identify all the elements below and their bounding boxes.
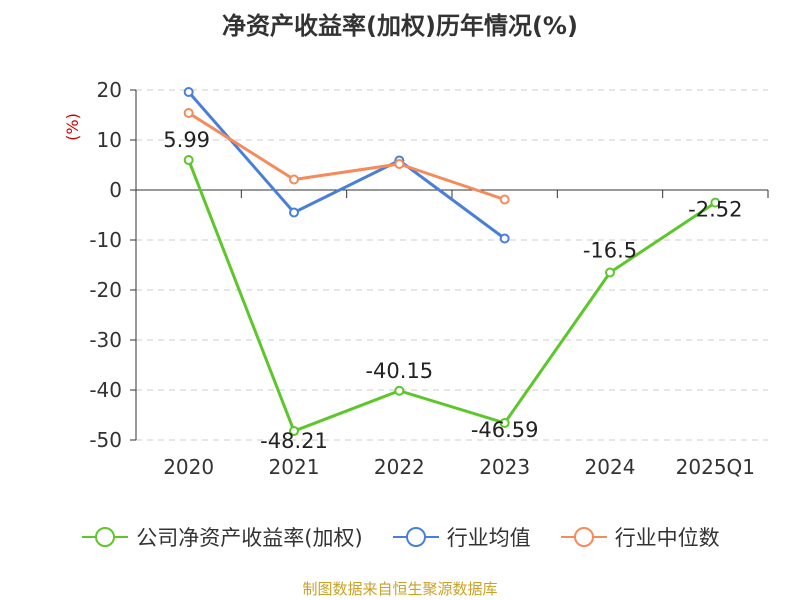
legend-line-marker-icon: [392, 527, 439, 547]
legend-label: 公司净资产收益率(加权): [136, 526, 363, 550]
legend-line-marker-icon: [82, 527, 129, 547]
data-point: [394, 159, 405, 169]
legend-item-industry-mean[interactable]: 行业均值: [391, 522, 531, 552]
data-label: -16.5: [583, 239, 637, 263]
data-source-note: 制图数据来自恒生聚源数据库: [302, 580, 498, 598]
legend-label: 行业中位数: [614, 526, 720, 550]
y-tick-label: -30: [89, 328, 122, 352]
series-line: [187, 91, 506, 240]
data-point: [499, 417, 510, 428]
x-tick-label: 2024: [585, 455, 636, 479]
legend-line-marker-icon: [560, 527, 607, 547]
data-point: [499, 233, 510, 244]
y-tick-label: 10: [97, 128, 122, 152]
series-line: [187, 159, 717, 433]
data-label: 5.99: [163, 128, 210, 152]
y-tick-label: -20: [89, 278, 122, 302]
legend-item-industry-median[interactable]: 行业中位数: [559, 522, 720, 552]
legend-item-company-roe[interactable]: 公司净资产收益率(加权): [80, 522, 363, 552]
x-tick-label: 2022: [374, 455, 425, 479]
series-line: [187, 111, 506, 201]
data-point: [289, 207, 299, 218]
chart-legend: 公司净资产收益率(加权) 行业均值 行业中位数: [0, 520, 800, 554]
data-point: [183, 108, 194, 118]
x-tick-label: 2025Q1: [676, 455, 755, 479]
y-tick-label: -10: [89, 228, 122, 252]
data-point: [183, 87, 194, 97]
chart-title: 净资产收益率(加权)历年情况(%): [222, 12, 578, 40]
x-tick-label: 2020: [163, 455, 214, 479]
data-point: [289, 174, 299, 185]
data-point: [394, 385, 405, 396]
y-axis-label: (%): [63, 113, 82, 141]
data-point: [183, 155, 194, 166]
data-label: -2.52: [688, 198, 742, 222]
y-tick-label: -50: [89, 428, 122, 452]
y-tick-label: 20: [97, 78, 122, 102]
y-tick-label: -40: [89, 378, 122, 402]
legend-label: 行业均值: [446, 526, 531, 550]
data-point: [499, 194, 510, 205]
x-tick-label: 2021: [269, 455, 320, 479]
data-label: -46.59: [471, 418, 539, 442]
y-tick-label: 0: [109, 178, 122, 202]
data-point: [289, 426, 299, 437]
data-point: [710, 197, 721, 208]
data-point: [605, 267, 615, 278]
x-tick-label: 2023: [479, 455, 530, 479]
data-label: -40.15: [365, 359, 433, 383]
data-label: -48.21: [260, 429, 328, 453]
